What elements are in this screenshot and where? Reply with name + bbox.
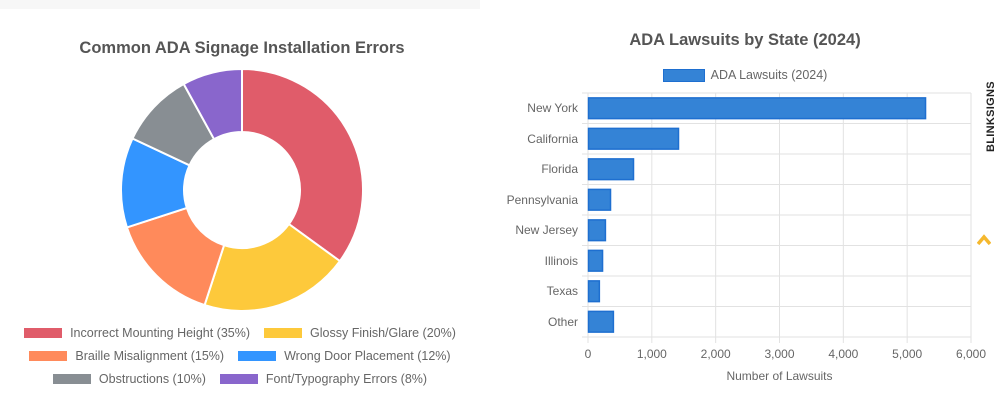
y-axis-label: Illinois — [544, 253, 578, 268]
x-axis-tick: 6,000 — [955, 347, 987, 361]
y-axis-label: New York — [527, 101, 578, 116]
x-axis-tick: 4,000 — [828, 347, 859, 361]
x-axis-title: Number of Lawsuits — [726, 369, 833, 383]
x-axis-tick: 0 — [584, 347, 592, 361]
bar-legend: ADA Lawsuits (2024) — [490, 68, 1000, 82]
legend-item[interactable]: Glossy Finish/Glare (20%) — [264, 326, 456, 340]
legend-row: Incorrect Mounting Height (35%) Glossy Fi… — [0, 326, 480, 340]
doughnut-title: Common ADA Signage Installation Errors — [79, 39, 405, 57]
brand-logo: BLINKSIGNS — [972, 81, 998, 252]
legend-label: Incorrect Mounting Height (35%) — [70, 326, 251, 340]
y-axis-label: Pennsylvania — [506, 192, 578, 207]
legend-label: Braille Misalignment (15%) — [75, 349, 225, 363]
legend-label: Wrong Door Placement (12%) — [284, 349, 451, 363]
y-axis-labels: New York California Florida Pennsylvania New… — [490, 0, 578, 404]
legend-swatch — [52, 374, 91, 384]
legend-item[interactable]: Obstructions (10%) — [52, 372, 206, 386]
legend-item[interactable]: Font/Typography Errors (8%) — [219, 372, 428, 386]
legend-label: Font/Typography Errors (8%) — [265, 372, 428, 386]
legend-item[interactable]: Braille Misalignment (15%) — [29, 349, 224, 363]
legend-swatch — [29, 351, 68, 361]
bar-panel: ADA Lawsuits by State (2024) ADA Lawsuit… — [490, 0, 1000, 404]
legend-swatch — [24, 328, 63, 338]
chevron-up-icon — [977, 234, 991, 246]
bar-legend-swatch — [662, 68, 705, 82]
legend-label: Glossy Finish/Glare (20%) — [310, 326, 456, 340]
legend-label: Obstructions (10%) — [98, 372, 206, 386]
y-axis-label: New Jersey — [515, 223, 578, 238]
legend-item[interactable]: Wrong Door Placement (12%) — [238, 349, 451, 363]
doughnut-slice[interactable] — [182, 67, 243, 141]
bar-title: ADA Lawsuits by State (2024) — [629, 31, 861, 49]
legend-item[interactable]: Incorrect Mounting Height (35%) — [24, 326, 250, 340]
bar-legend-label: ADA Lawsuits (2024) — [710, 68, 828, 82]
doughnut-slice[interactable] — [203, 222, 342, 312]
doughnut-panel: Common ADA Signage Installation Errors I… — [0, 0, 480, 404]
legend-row: Braille Misalignment (15%) Wrong Door Pla… — [0, 349, 480, 363]
x-axis-tick: 2,000 — [700, 347, 731, 361]
top-strip — [0, 0, 480, 9]
doughnut-slice[interactable] — [241, 67, 364, 263]
y-axis-label: California — [527, 131, 578, 146]
legend-swatch — [264, 328, 303, 338]
x-axis-tick: 5,000 — [892, 347, 923, 361]
y-axis-label: Texas — [546, 284, 578, 299]
y-axis-label: Other — [547, 314, 578, 329]
legend-row: Obstructions (10%) Font/Typography Errors… — [0, 372, 480, 386]
y-axis-label: Florida — [541, 162, 578, 177]
legend-swatch — [219, 374, 258, 384]
x-axis-tick: 1,000 — [636, 347, 667, 361]
legend-swatch — [238, 351, 277, 361]
doughnut-chart — [120, 67, 364, 312]
x-axis-tick: 3,000 — [764, 347, 795, 361]
